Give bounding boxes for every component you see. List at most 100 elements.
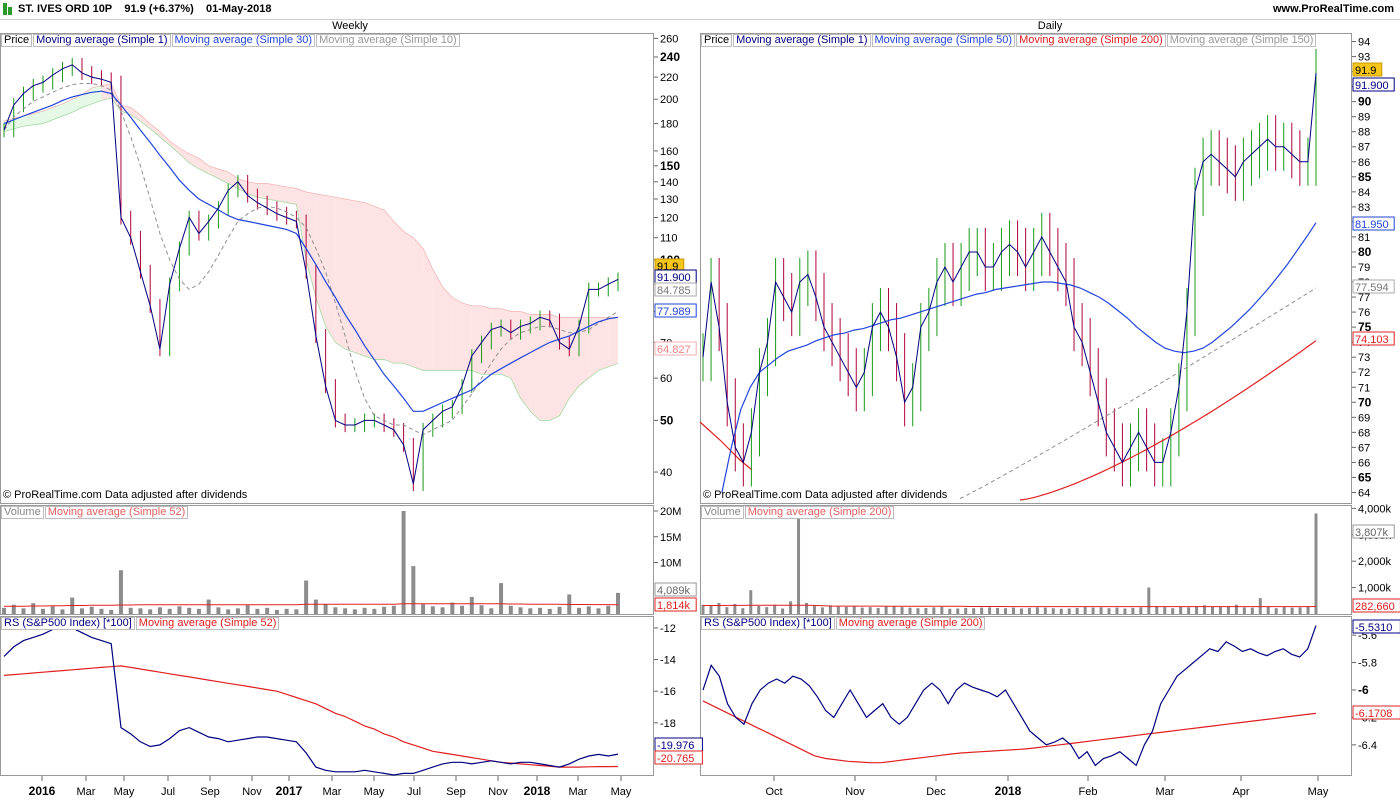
daily-volume-bar [948, 608, 952, 614]
ichimoku-cloud-segment [481, 305, 492, 375]
weekly-volume-bar [148, 609, 153, 614]
weekly-volume-bar [479, 605, 484, 614]
daily-close-line [702, 73, 1317, 464]
legend-rs-ma[interactable]: Moving average (Simple 52) [135, 617, 280, 630]
instrument-title: ST. IVES ORD 10P 91.9 (+6.37%) 01-May-20… [18, 3, 271, 15]
weekly-volume-bar [226, 609, 231, 614]
weekly-x-label: Nov [242, 786, 262, 798]
daily-price-tick-label: 80 [1358, 245, 1372, 259]
weekly-volume-bar [401, 511, 406, 614]
daily-volume-bar [1163, 607, 1167, 614]
daily-volume-bar [1234, 604, 1238, 614]
daily-ma50-value-box [1352, 216, 1395, 231]
daily-volume-bar [1250, 607, 1254, 614]
ichimoku-cloud-segment [52, 103, 63, 120]
ichimoku-cloud-segment [218, 168, 229, 184]
ichimoku-cloud-segment [296, 188, 307, 260]
daily-price-tick-label: 65 [1358, 470, 1372, 484]
legend-rs[interactable]: RS (S&P500 Index) [*100] [1, 617, 135, 630]
daily-x-label: May [1308, 786, 1329, 798]
daily-volume-ma-value-box [1352, 598, 1400, 613]
legend-volume[interactable]: Volume [1, 506, 44, 519]
legend-price[interactable]: Price [1, 34, 33, 47]
daily-price-tick-label: 79 [1358, 262, 1370, 274]
daily-price-tick-label: 67 [1358, 442, 1370, 454]
daily-volume-bar [1099, 607, 1103, 614]
daily-price-tick-label: 68 [1358, 427, 1370, 439]
daily-volume-tick-label: 2,000k [1358, 556, 1392, 568]
legend-ma-1[interactable]: Moving average (Simple 1) [33, 34, 171, 47]
daily-volume-bar [932, 607, 936, 614]
weekly-volume-bar [255, 608, 260, 614]
legend-ma-150[interactable]: Moving average (Simple 150) [1166, 34, 1317, 47]
daily-price-tick-label: 88 [1358, 127, 1370, 139]
ichimoku-cloud-segment [257, 183, 268, 199]
weekly-volume-bar [245, 605, 250, 614]
weekly-x-label: Mar [569, 786, 588, 798]
ichimoku-cloud-segment [559, 317, 570, 416]
weekly-ma10-line [3, 83, 619, 436]
legend-price[interactable]: Price [701, 34, 733, 47]
daily-volume-bar [1123, 608, 1127, 614]
daily-ma200-value-box [1352, 331, 1395, 346]
weekly-x-label: Jul [161, 786, 175, 798]
daily-volume-ma-value: 282,660 [1355, 601, 1395, 613]
weekly-rs-tick-label: -14 [660, 655, 676, 667]
daily-volume-panel[interactable] [700, 505, 1352, 615]
ichimoku-cloud-segment [4, 118, 14, 132]
weekly-rs-ma-line [3, 665, 619, 768]
daily-price-tick-label: 73 [1358, 352, 1370, 364]
legend-ma-30[interactable]: Moving average (Simple 30) [171, 34, 316, 47]
ichimoku-cloud-segment [33, 111, 43, 125]
ichimoku-cloud-segment [150, 123, 160, 137]
site-link[interactable]: www.ProRealTime.com [1272, 3, 1394, 15]
weekly-rs-line [3, 625, 619, 776]
weekly-price-tick-label: 180 [660, 119, 678, 131]
daily-volume-bar [844, 606, 848, 614]
weekly-volume-panel[interactable] [0, 505, 654, 615]
daily-x-label: Mar [1156, 786, 1175, 798]
daily-rs-tick-label: -5.8 [1358, 658, 1377, 670]
daily-volume-bar [956, 608, 960, 614]
daily-volume-bar [1004, 608, 1008, 614]
daily-rs-legend: RS (S&P500 Index) [*100] Moving average … [701, 617, 986, 630]
weekly-ma30-value: 77.989 [657, 306, 691, 318]
daily-price-tick-label: 77 [1358, 292, 1370, 304]
legend-volume[interactable]: Volume [701, 506, 744, 519]
ichimoku-cloud-segment [286, 186, 297, 205]
daily-volume-value: 3,807k [1355, 527, 1389, 539]
daily-volume-bar [1274, 608, 1278, 614]
daily-price-tick-label: 90 [1358, 95, 1372, 109]
weekly-ma30-line [3, 90, 619, 412]
weekly-volume-bar [109, 609, 114, 614]
ichimoku-cloud-segment [91, 85, 102, 104]
daily-volume-bar [852, 606, 856, 614]
daily-volume-bar [1131, 607, 1135, 614]
ichimoku-cloud-segment [442, 286, 453, 371]
legend-ma-200[interactable]: Moving average (Simple 200) [1016, 34, 1166, 47]
legend-volume-ma[interactable]: Moving average (Simple 200) [744, 506, 895, 519]
ichimoku-cloud-segment [364, 202, 375, 360]
daily-volume-bar [1011, 607, 1015, 614]
legend-ma-10[interactable]: Moving average (Simple 10) [316, 34, 460, 47]
daily-panel-title: Daily [1037, 20, 1063, 32]
legend-ma-50[interactable]: Moving average (Simple 50) [871, 34, 1016, 47]
daily-volume-bar [892, 606, 896, 614]
legend-volume-ma[interactable]: Moving average (Simple 52) [44, 506, 189, 519]
weekly-volume-bar [50, 606, 55, 614]
legend-ma-1[interactable]: Moving average (Simple 1) [733, 34, 871, 47]
ichimoku-cloud-segment [491, 308, 502, 375]
weekly-close-line [3, 64, 619, 485]
weekly-volume-bar [421, 604, 426, 614]
daily-volume-bar [1195, 606, 1199, 614]
daily-volume-bar [1059, 608, 1063, 614]
daily-volume-bar [1314, 513, 1318, 614]
legend-rs-ma[interactable]: Moving average (Simple 200) [835, 617, 986, 630]
bar-chart-logo-icon [3, 3, 12, 15]
daily-volume-bar [884, 606, 888, 614]
daily-price-tick-label: 89 [1358, 112, 1370, 124]
legend-rs[interactable]: RS (S&P500 Index) [*100] [701, 617, 835, 630]
ichimoku-cloud-segment [247, 181, 258, 198]
weekly-volume-bar [138, 608, 143, 614]
weekly-volume-bar [557, 606, 562, 614]
